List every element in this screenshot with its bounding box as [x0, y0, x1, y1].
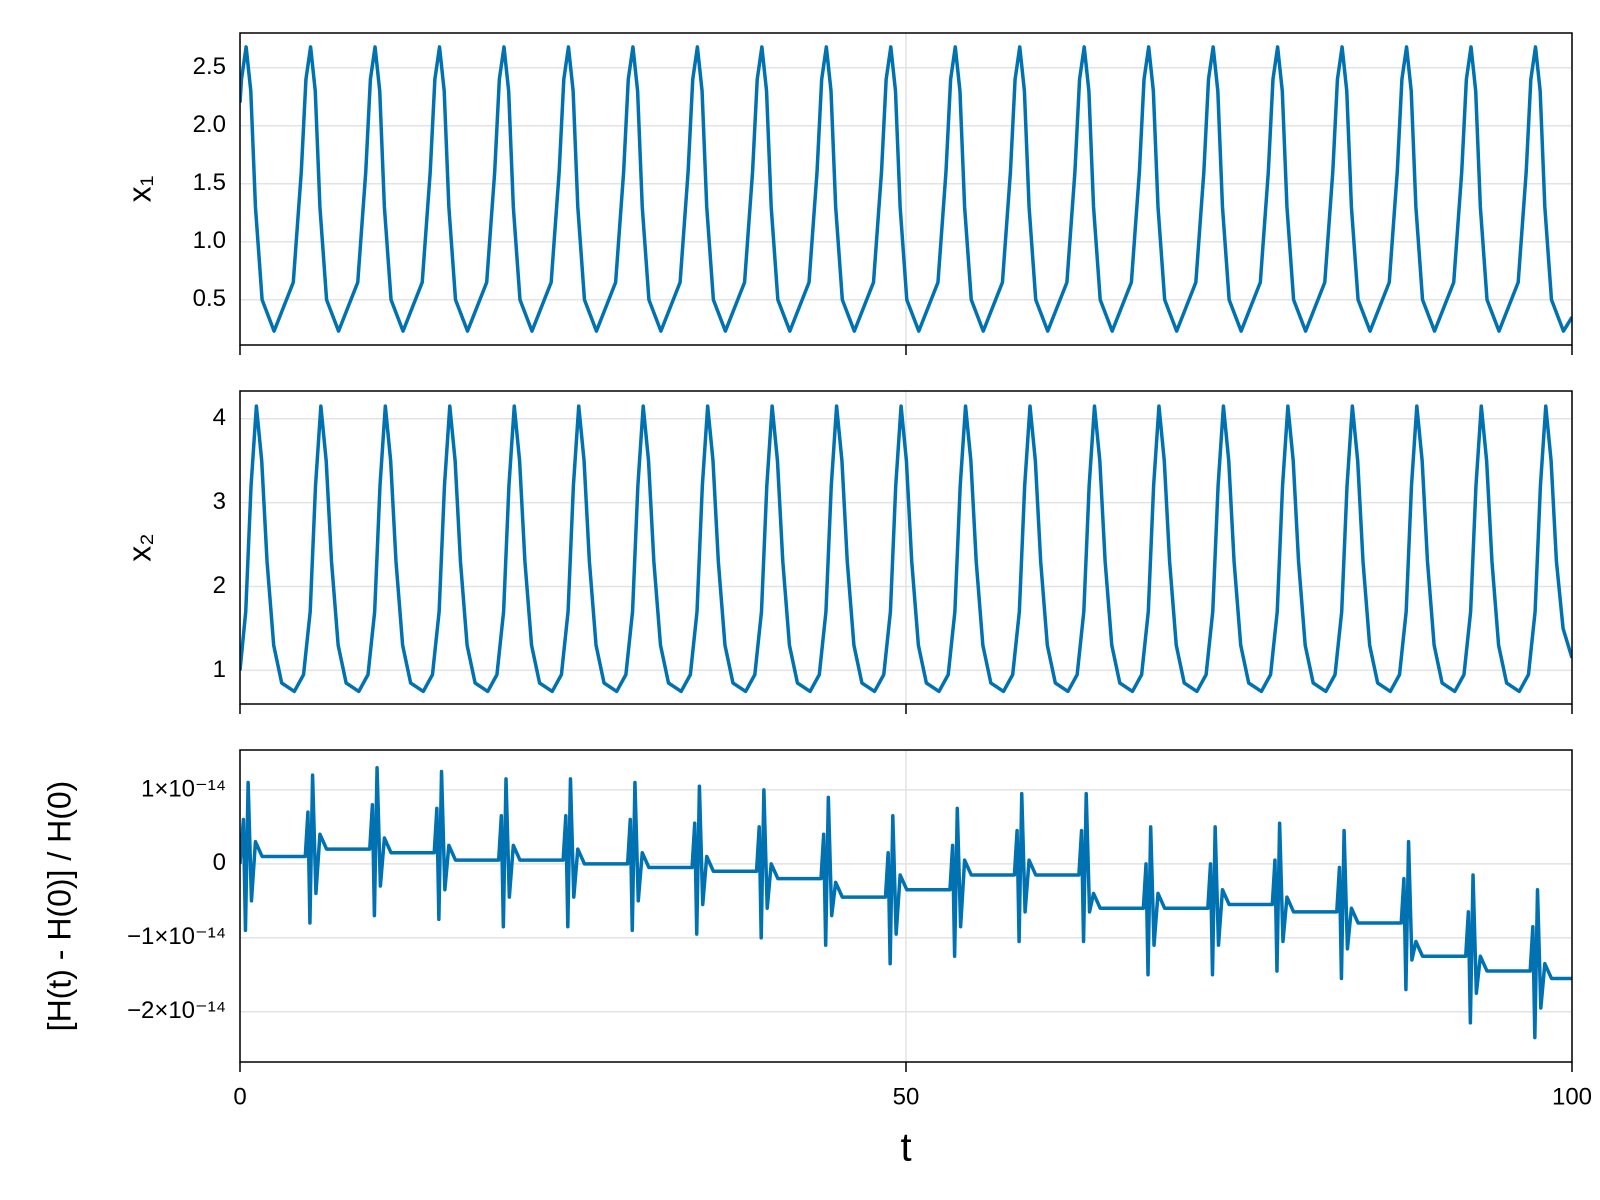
y-tick-label: 1	[213, 656, 226, 683]
y-tick-label: 2.5	[193, 53, 226, 80]
y-axis-label: x₁	[121, 176, 157, 203]
y-tick-label: −1×10⁻¹⁴	[127, 923, 226, 950]
data-line	[240, 404, 1572, 694]
y-tick-label: 4	[213, 404, 226, 431]
y-axis-label: [H(t) - H(0)] / H(0)	[41, 781, 77, 1032]
x-axis-label: t	[900, 1126, 911, 1170]
plot-frame	[239, 390, 1573, 705]
y-axis-label: x₂	[121, 533, 157, 561]
y-tick-label: 2.0	[193, 111, 226, 138]
x-tick-label: 0	[233, 1083, 246, 1110]
y-tick-label: 1×10⁻¹⁴	[141, 775, 226, 802]
y-tick-label: 3	[213, 488, 226, 515]
data-line	[240, 765, 1572, 1040]
x-tick-label: 100	[1552, 1083, 1592, 1110]
y-tick-label: −2×10⁻¹⁴	[127, 997, 226, 1024]
y-tick-label: 1.0	[193, 227, 226, 254]
data-line	[240, 45, 1572, 333]
y-tick-label: 0.5	[193, 285, 226, 312]
plot-frame	[239, 749, 1573, 1063]
y-tick-label: 0	[213, 849, 226, 876]
x-tick-label: 50	[893, 1083, 920, 1110]
plot-frame	[239, 32, 1573, 346]
y-tick-label: 2	[213, 572, 226, 599]
y-tick-label: 1.5	[193, 169, 226, 196]
